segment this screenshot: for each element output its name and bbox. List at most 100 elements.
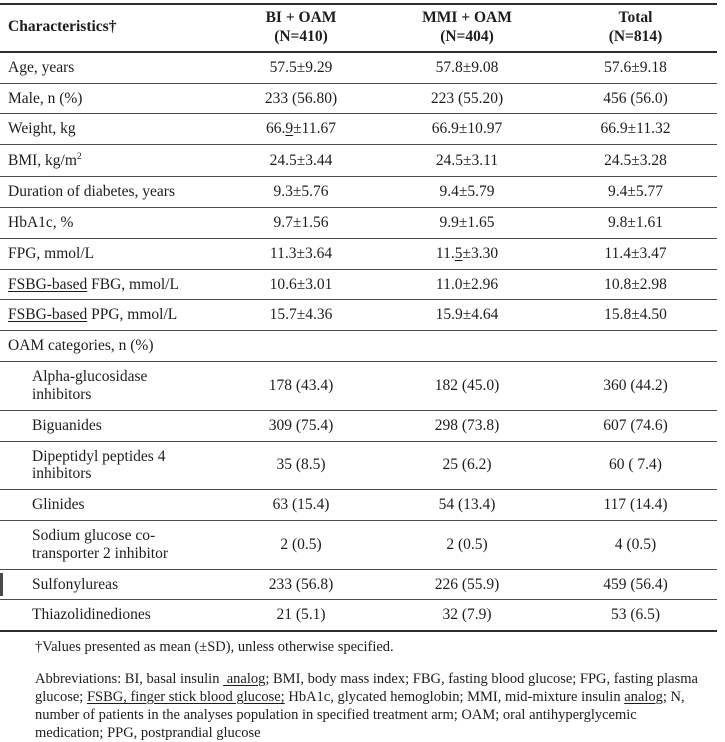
underlined-text: FSBG-based bbox=[8, 275, 88, 293]
row-label-cell: Male, n (%) bbox=[0, 82, 222, 114]
value-cell: 11.5±3.30 bbox=[380, 237, 554, 270]
value-cell: 10.6±3.01 bbox=[222, 268, 380, 300]
row-label-cell: Sodium glucose co- transporter 2 inhibit… bbox=[0, 519, 222, 570]
text-segment: 60 ( 7.4) bbox=[609, 456, 662, 474]
text-segment: 233 (56.8) bbox=[268, 575, 334, 593]
value-cell: 2 (0.5) bbox=[222, 519, 380, 570]
value-cell: 25 (6.2) bbox=[380, 440, 554, 490]
section-row: OAM categories, n (%) bbox=[0, 330, 717, 362]
text-segment: 233 (56.80) bbox=[264, 89, 338, 107]
table-row: Duration of diabetes, years 9.3±5.76 9.4±5… bbox=[0, 176, 717, 208]
text-segment: 54 (13.4) bbox=[438, 496, 496, 514]
value-cell: 4 (0.5) bbox=[554, 519, 717, 570]
value-cell: 35 (8.5) bbox=[222, 440, 380, 490]
value-cell: 9.4±5.79 bbox=[380, 176, 554, 208]
text-segment: OAM categories, n (%) bbox=[8, 337, 154, 355]
text-segment: 15.9±4.64 bbox=[435, 306, 499, 324]
text-segment: 53 (6.5) bbox=[610, 606, 661, 624]
underlined-text: FSBG, finger stick blood glucose; bbox=[86, 689, 285, 706]
row-label-cell: Biguanides bbox=[0, 409, 222, 442]
value-cell: 459 (56.4) bbox=[554, 568, 717, 600]
text-segment: 32 (7.9) bbox=[442, 606, 492, 624]
table-row: FSBG-based PPG, mmol/L 15.7±4.36 15.9±4.64… bbox=[0, 299, 717, 331]
value-cell: 24.5±3.11 bbox=[380, 144, 554, 177]
value-cell: 54 (13.4) bbox=[380, 489, 554, 521]
value-cell: 57.6±9.18 bbox=[554, 52, 717, 83]
row-label-cell: FSBG-based PPG, mmol/L bbox=[0, 299, 222, 331]
text-segment: Sodium glucose co- transporter 2 inhibit… bbox=[32, 526, 169, 562]
value-cell: 298 (73.8) bbox=[380, 409, 554, 442]
text-segment: BMI, kg/m bbox=[8, 152, 77, 170]
text-segment: 223 (55.20) bbox=[430, 89, 504, 107]
value-cell: 24.5±3.28 bbox=[554, 144, 717, 177]
table-row: Male, n (%) 233 (56.80) 223 (55.20) 456 (56… bbox=[0, 82, 717, 114]
row-label-cell: OAM categories, n (%) bbox=[0, 330, 222, 362]
text-segment: 226 (55.9) bbox=[434, 575, 500, 593]
value-cell: 15.8±4.50 bbox=[554, 299, 717, 331]
value-cell: 21 (5.1) bbox=[222, 599, 380, 632]
text-segment: Thiazolidinediones bbox=[32, 606, 151, 624]
value-cell: 9.4±5.77 bbox=[554, 176, 717, 208]
text-segment: 11.4±3.47 bbox=[604, 244, 667, 262]
value-cell: 11.4±3.47 bbox=[554, 237, 717, 270]
text-segment: Weight, kg bbox=[8, 120, 76, 138]
text-segment: Age, years bbox=[8, 58, 75, 76]
text-segment: Duration of diabetes, years bbox=[8, 183, 175, 201]
table-row: FPG, mmol/L 11.3±3.64 11.5±3.30 11.4±3.47 bbox=[0, 237, 717, 270]
value-cell: 9.9±1.65 bbox=[380, 207, 554, 239]
value-cell: 15.7±4.36 bbox=[222, 299, 380, 331]
underlined-text: 9 bbox=[285, 120, 294, 138]
text-segment: 15.8±4.50 bbox=[604, 306, 667, 324]
text-segment: 4 (0.5) bbox=[614, 535, 657, 553]
row-label-cell: Sulfonylureas bbox=[0, 568, 222, 600]
row-label-cell: Alpha-glucosidase inhibitors bbox=[0, 361, 222, 411]
table-body: Age, years 57.5±9.29 57.8±9.08 57.6±9.18 Mal… bbox=[0, 52, 717, 632]
value-cell: 182 (45.0) bbox=[380, 361, 554, 411]
table-row: BMI, kg/m2 24.5±3.44 24.5±3.11 24.5±3.28 bbox=[0, 144, 717, 177]
value-cell: 10.8±2.98 bbox=[554, 268, 717, 300]
characteristics-label: Characteristics† bbox=[8, 18, 117, 36]
text-segment: 9.4±5.77 bbox=[607, 183, 663, 201]
text-segment: Sulfonylureas bbox=[32, 575, 119, 593]
text-segment: 178 (43.4) bbox=[268, 377, 334, 394]
column-header-mmi-oam: MMI + OAM (N=404) bbox=[380, 4, 554, 53]
text-segment: 57.5±9.29 bbox=[269, 58, 333, 76]
text-segment: 21 (5.1) bbox=[276, 606, 326, 624]
text-segment: 298 (73.8) bbox=[434, 416, 500, 434]
underlined-text: analog bbox=[624, 689, 663, 706]
text-segment: 10.8±2.98 bbox=[604, 275, 667, 293]
text-segment: 57.8±9.08 bbox=[435, 58, 499, 76]
footnote-block: †Values presented as mean (±SD), unless … bbox=[35, 639, 705, 742]
value-cell: 360 (44.2) bbox=[554, 361, 717, 411]
row-label-cell: Thiazolidinediones bbox=[0, 599, 222, 632]
group-name: BI + OAM bbox=[265, 9, 337, 26]
table-row: Dipeptidyl peptides 4 inhibitors 35 (8.5)… bbox=[0, 440, 717, 490]
text-segment: 2 (0.5) bbox=[280, 535, 322, 553]
text-segment: 459 (56.4) bbox=[603, 575, 668, 593]
value-cell: 60 ( 7.4) bbox=[554, 440, 717, 490]
text-segment: 66. bbox=[266, 120, 286, 138]
value-cell: 24.5±3.44 bbox=[222, 144, 380, 177]
text-segment: 10.6±3.01 bbox=[269, 275, 333, 293]
text-segment: 25 (6.2) bbox=[442, 456, 492, 474]
text-segment: ±11.67 bbox=[293, 120, 336, 138]
table-row: Sodium glucose co- transporter 2 inhibit… bbox=[0, 519, 717, 570]
text-segment: HbA1c, % bbox=[8, 214, 74, 232]
baseline-characteristics-table: Characteristics† BI + OAM (N=410) MMI + … bbox=[0, 3, 717, 633]
value-cell: 309 (75.4) bbox=[222, 409, 380, 442]
column-header-characteristics: Characteristics† bbox=[0, 4, 222, 53]
text-segment: 24.5±3.11 bbox=[435, 151, 499, 169]
text-segment: Abbreviations: BI, basal insulin bbox=[35, 671, 224, 688]
value-cell: 226 (55.9) bbox=[380, 568, 554, 600]
text-segment: 66.9±11.32 bbox=[600, 120, 671, 138]
row-label-cell: Dipeptidyl peptides 4 inhibitors bbox=[0, 440, 222, 490]
text-segment: 24.5±3.44 bbox=[269, 151, 333, 169]
text-segment: 11.0±2.96 bbox=[435, 275, 499, 293]
table-row: Sulfonylureas 233 (56.8) 226 (55.9) 459 (56… bbox=[0, 568, 717, 600]
text-segment: ; N, number of patients in the analyses … bbox=[35, 689, 685, 742]
text-segment: 9.4±5.79 bbox=[439, 183, 495, 201]
value-cell: 57.8±9.08 bbox=[380, 52, 554, 83]
text-segment: 57.6±9.18 bbox=[604, 58, 667, 76]
value-cell: 11.3±3.64 bbox=[222, 237, 380, 270]
dagger-footnote: †Values presented as mean (±SD), unless … bbox=[35, 639, 394, 656]
